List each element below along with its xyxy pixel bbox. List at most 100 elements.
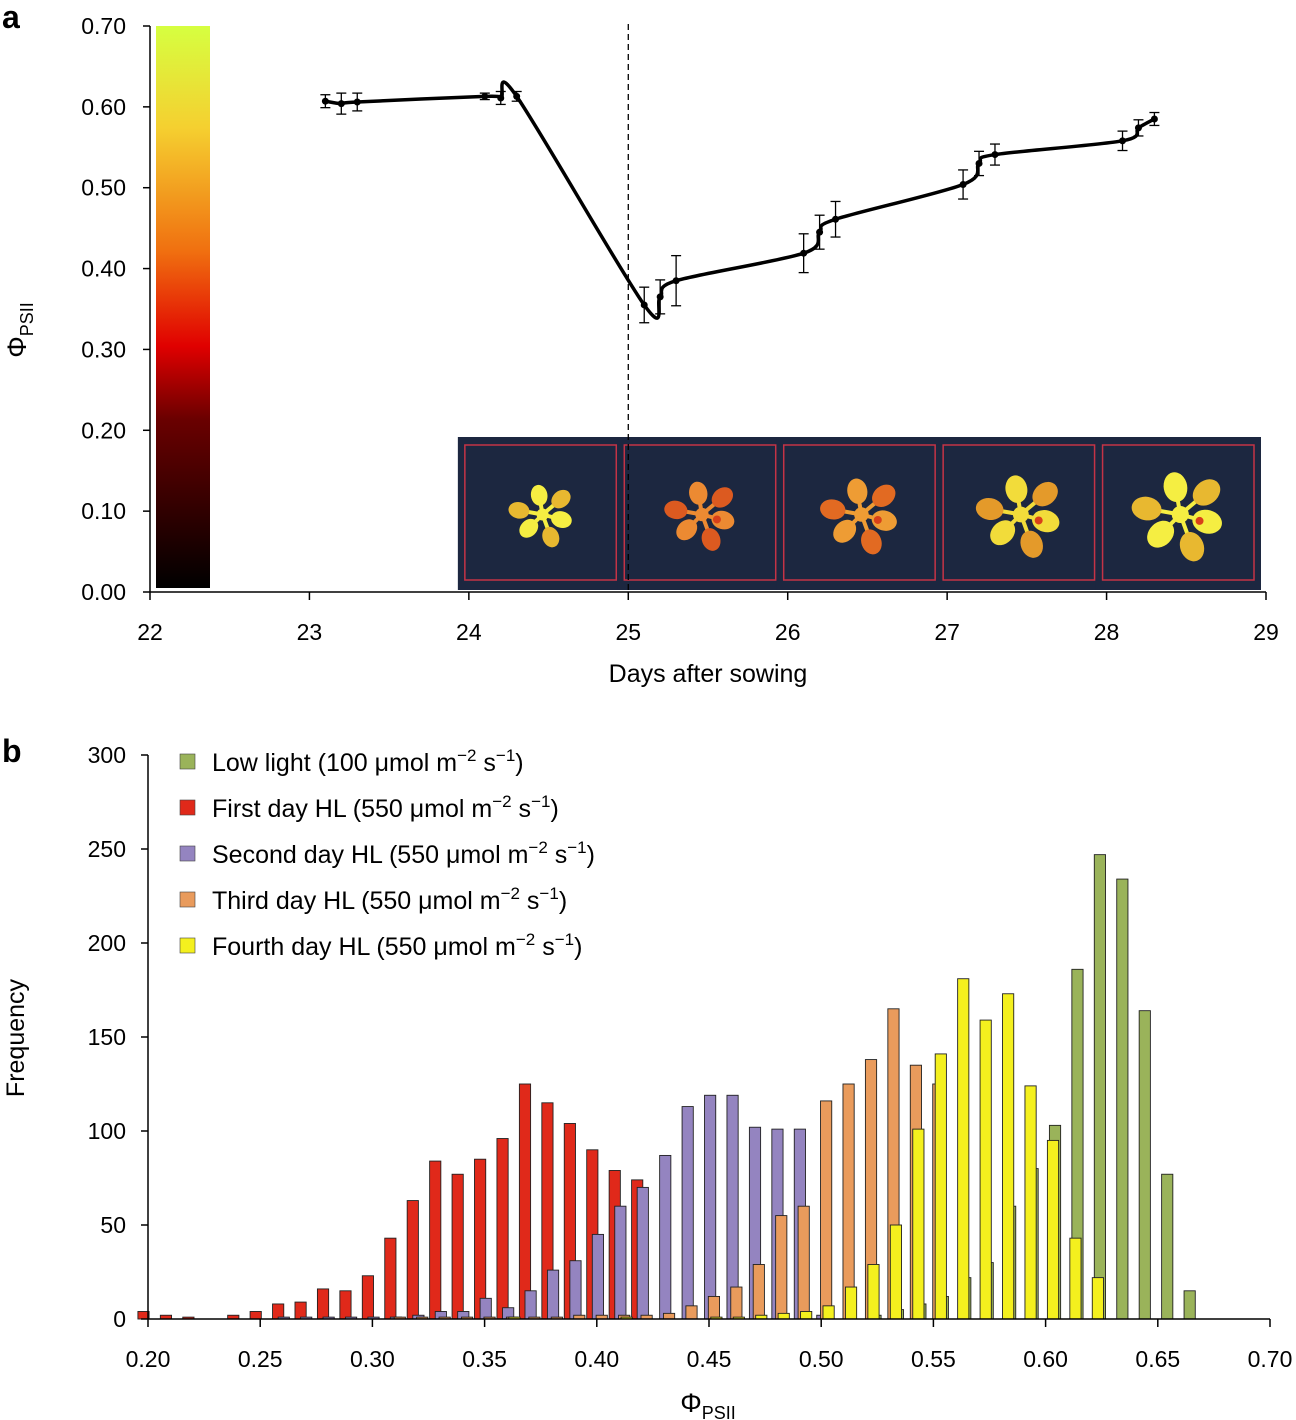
rosette-image: [776, 437, 943, 590]
b-bar: [569, 1260, 582, 1320]
b-bar: [842, 1083, 855, 1320]
a-x-tick-label: 22: [137, 619, 163, 645]
b-bars: [137, 854, 1196, 1320]
rosette-leaf: [872, 484, 896, 508]
b-bar: [524, 1290, 537, 1320]
a-point-marker: [337, 100, 345, 108]
a-y-tick-label: 0.60: [81, 94, 126, 120]
rosette-leaf: [530, 484, 548, 506]
b-y-tick-label: 50: [100, 1212, 126, 1238]
rosette-leaf: [551, 511, 572, 528]
rosette-leaf: [711, 510, 735, 530]
a-x-tick-label: 23: [297, 619, 323, 645]
a-point-marker: [1150, 115, 1158, 123]
a-data-point: [798, 233, 809, 274]
a-point-marker: [800, 249, 808, 257]
legend-label: Low light (100 μmol m−2 s−1): [212, 746, 524, 777]
b-bar: [1093, 854, 1106, 1320]
b-x-tick-label: 0.70: [1248, 1346, 1293, 1372]
b-bar: [614, 1205, 627, 1320]
b-y-tick-label: 100: [88, 1118, 126, 1144]
rosette-leaf: [701, 528, 721, 551]
rosette-leaf: [1005, 475, 1028, 503]
b-y-axis-title: Frequency: [2, 978, 30, 1097]
legend-entry: Fourth day HL (550 μmol m−2 s−1): [179, 930, 582, 961]
a-point-marker: [672, 277, 680, 285]
b-bar: [294, 1301, 307, 1320]
a-y-axis-sub: PSII: [17, 302, 37, 336]
a-data-point: [320, 94, 331, 109]
b-bar: [496, 1138, 509, 1320]
legend-entry: Low light (100 μmol m−2 s−1): [179, 746, 524, 777]
rosette-image: [1095, 437, 1261, 590]
b-x-tick-label: 0.30: [350, 1346, 395, 1372]
a-point-marker: [656, 293, 664, 301]
rosette-image: [936, 437, 1102, 590]
b-bar: [822, 1305, 835, 1320]
rosette-leaf: [833, 519, 857, 543]
b-x-tick-label: 0.40: [574, 1346, 619, 1372]
legend-swatch: [179, 753, 196, 770]
legend-swatch: [179, 799, 196, 816]
a-data-point: [989, 143, 1000, 166]
panel-b: b 0 50 100 150 200 250 300 0.20 0.25 0.30 0.35 0.4…: [2, 733, 1292, 1420]
b-y-tick-label: 0: [113, 1306, 126, 1332]
a-y-tick-label: 0.30: [81, 336, 126, 362]
rosette-leaf: [847, 478, 868, 504]
rosette-leaf: [1192, 509, 1222, 534]
b-bar: [979, 1019, 992, 1320]
b-bar: [730, 1286, 743, 1320]
b-y-tick-label: 300: [88, 742, 126, 768]
a-series-line: [325, 80, 1156, 320]
a-x-tick-label: 25: [615, 619, 641, 645]
b-bar: [1183, 1290, 1196, 1320]
a-data-point: [336, 92, 347, 115]
rosette-center: [854, 507, 869, 522]
a-data-point: [639, 286, 650, 324]
legend-entry: Second day HL (550 μmol m−2 s−1): [179, 838, 595, 869]
rosette-image-frame: [1101, 444, 1255, 581]
rosette-stress-spot: [712, 515, 721, 524]
a-data-point: [1117, 130, 1128, 152]
rosette-image: [617, 437, 783, 590]
b-y-tick-label: 150: [88, 1024, 126, 1050]
a-y-tick-label: 0.20: [81, 417, 126, 443]
a-point-marker: [832, 215, 840, 223]
b-bar: [339, 1290, 352, 1320]
b-bar: [685, 1305, 698, 1320]
rosette-image-frame: [942, 444, 1096, 581]
a-x-axis-title: Days after sowing: [609, 660, 808, 688]
b-bar: [474, 1158, 487, 1320]
rosette-leaf: [861, 529, 882, 555]
rosette-stress-spot: [1195, 516, 1204, 525]
a-point-marker: [513, 92, 521, 100]
a-data-point: [479, 92, 490, 101]
b-bar: [1002, 993, 1015, 1320]
b-bar: [704, 1094, 717, 1320]
b-bar: [1138, 1010, 1151, 1320]
a-data-point: [495, 90, 506, 106]
b-bar: [1116, 878, 1129, 1320]
a-point-marker: [816, 228, 824, 236]
a-point-marker: [497, 94, 505, 102]
rosette-leaf: [1192, 479, 1221, 506]
b-bar: [797, 1205, 810, 1320]
b-bar: [316, 1288, 330, 1320]
a-data-point: [655, 279, 666, 315]
a-y-ticks: 0.00 0.10 0.20 0.30 0.40 0.50 0.60 0.70: [81, 13, 150, 605]
rosette-leaf: [519, 518, 539, 538]
b-bar: [726, 1094, 739, 1320]
b-bar: [429, 1160, 442, 1320]
a-x-tick-label: 24: [456, 619, 482, 645]
legend-label: Second day HL (550 μmol m−2 s−1): [212, 838, 595, 869]
a-y-axis-title: ΦPSII: [2, 302, 37, 358]
rosette-image-frame: [782, 444, 936, 581]
a-point-marker: [321, 97, 329, 105]
a-x-tick-label: 27: [934, 619, 960, 645]
a-y-tick-label: 0.10: [81, 498, 126, 524]
a-y-tick-label: 0.40: [81, 256, 126, 282]
rosette-leaf: [1179, 532, 1205, 562]
b-bar: [777, 1312, 790, 1320]
rosette-image-frame: [623, 444, 777, 581]
b-x-axis-sub: PSII: [702, 1403, 736, 1420]
